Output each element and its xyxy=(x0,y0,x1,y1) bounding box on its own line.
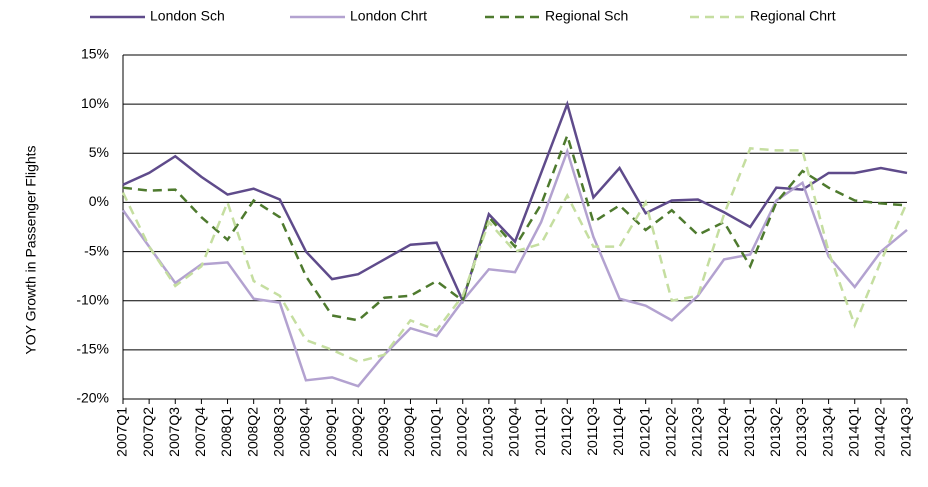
x-tick-label: 2008Q2 xyxy=(244,407,260,457)
x-tick-label: 2014Q2 xyxy=(872,407,888,457)
x-tick-label: 2012Q1 xyxy=(636,407,652,457)
y-tick-label: -15% xyxy=(76,341,109,357)
legend-label: London Chrt xyxy=(350,8,427,24)
x-tick-label: 2013Q3 xyxy=(793,407,809,457)
x-tick-label: 2008Q4 xyxy=(297,407,313,457)
x-tick-label: 2013Q1 xyxy=(741,407,757,457)
series-line xyxy=(121,147,909,363)
x-tick-label: 2009Q4 xyxy=(401,407,417,457)
x-tick-label: 2010Q4 xyxy=(506,407,522,457)
y-tick-label: 0% xyxy=(89,193,109,209)
y-tick-label: -5% xyxy=(84,242,109,258)
x-tick-label: 2012Q4 xyxy=(715,407,731,457)
series-line xyxy=(122,131,908,322)
x-tick-label: 2011Q3 xyxy=(584,407,600,456)
y-axis-title: YOY Growth in Passenger Flights xyxy=(23,145,39,354)
x-tick-label: 2012Q3 xyxy=(689,407,705,457)
y-tick-label: 5% xyxy=(89,144,109,160)
legend-label: Regional Sch xyxy=(545,8,628,24)
x-tick-label: 2013Q2 xyxy=(767,407,783,457)
x-tick-label: 2007Q1 xyxy=(114,407,130,457)
x-tick-label: 2010Q2 xyxy=(453,407,469,457)
x-tick-label: 2014Q3 xyxy=(898,407,914,457)
series-line xyxy=(122,100,908,305)
y-tick-label: 10% xyxy=(81,95,109,111)
x-tick-label: 2014Q1 xyxy=(845,407,861,457)
y-tick-label: -10% xyxy=(76,291,109,307)
x-tick-label: 2012Q2 xyxy=(663,407,679,457)
x-tick-label: 2009Q3 xyxy=(375,407,391,457)
x-tick-label: 2009Q1 xyxy=(323,407,339,457)
series-line xyxy=(121,147,908,388)
x-tick-label: 2013Q4 xyxy=(819,407,835,457)
x-tick-label: 2007Q3 xyxy=(166,407,182,457)
x-tick-label: 2010Q1 xyxy=(427,407,443,457)
x-tick-label: 2009Q2 xyxy=(349,407,365,457)
x-tick-label: 2007Q4 xyxy=(192,407,208,457)
x-tick-label: 2008Q1 xyxy=(218,407,234,457)
legend-label: London Sch xyxy=(150,8,225,24)
x-tick-label: 2010Q3 xyxy=(480,407,496,457)
x-tick-label: 2007Q2 xyxy=(140,407,156,457)
x-tick-label: 2008Q3 xyxy=(271,407,287,457)
y-tick-label: 15% xyxy=(81,46,109,62)
x-tick-label: 2011Q1 xyxy=(532,407,548,456)
legend-label: Regional Chrt xyxy=(750,8,836,24)
y-tick-label: -20% xyxy=(76,390,109,406)
x-tick-label: 2011Q4 xyxy=(610,407,626,456)
x-tick-label: 2011Q2 xyxy=(558,407,574,456)
